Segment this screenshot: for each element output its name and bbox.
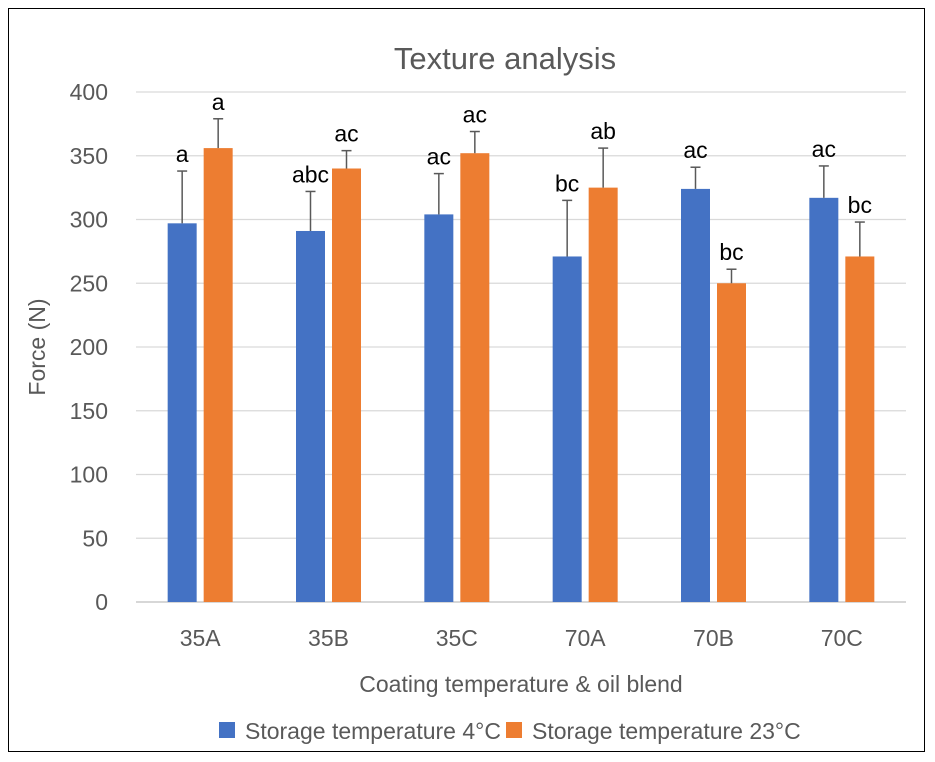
y-tick-label: 100: [70, 462, 108, 488]
x-axis-ticks: 35A 35B 35C 70A 70B 70C: [180, 625, 863, 651]
bar: [588, 187, 618, 602]
y-axis-title: Force (N): [24, 298, 50, 395]
data-label: ab: [590, 118, 616, 144]
bar: [460, 153, 490, 602]
bar: [717, 283, 746, 602]
legend: Storage temperature 4°C Storage temperatu…: [219, 718, 801, 744]
chart-title: Texture analysis: [394, 41, 616, 76]
legend-label: Storage temperature 23°C: [532, 718, 801, 744]
data-label: ac: [427, 144, 451, 170]
y-tick-label: 400: [70, 79, 108, 105]
data-label: bc: [555, 170, 579, 196]
data-label: abc: [292, 161, 329, 187]
error-bars: [177, 118, 865, 284]
y-axis-ticks: 0 50 100 150 200 250 300 350 400: [70, 79, 108, 615]
x-axis-title: Coating temperature & oil blend: [359, 671, 682, 697]
gridlines: [136, 91, 906, 603]
y-tick-label: 0: [95, 589, 108, 615]
data-label: a: [212, 89, 225, 115]
data-label: a: [176, 141, 189, 167]
bar: [681, 188, 710, 602]
bars: [167, 148, 875, 602]
bar: [203, 148, 233, 602]
bar: [809, 197, 839, 602]
y-tick-label: 300: [70, 207, 108, 233]
data-label: ac: [463, 102, 487, 128]
y-tick-label: 150: [70, 398, 108, 424]
legend-label: Storage temperature 4°C: [245, 718, 501, 744]
bar: [845, 256, 875, 602]
data-label: ac: [334, 121, 358, 147]
y-tick-label: 350: [70, 143, 108, 169]
x-tick-label: 70A: [565, 625, 607, 651]
x-tick-label: 35A: [180, 625, 222, 651]
data-label: ac: [812, 136, 836, 162]
data-label: bc: [848, 192, 872, 218]
x-tick-label: 70B: [693, 625, 734, 651]
bar: [552, 256, 582, 602]
x-tick-label: 70C: [821, 625, 863, 651]
bar: [296, 230, 325, 602]
x-tick-label: 35C: [436, 625, 478, 651]
bar: [424, 214, 454, 602]
bar: [332, 168, 361, 602]
legend-swatch: [219, 722, 235, 738]
y-tick-label: 200: [70, 334, 108, 360]
x-tick-label: 35B: [308, 625, 349, 651]
bar: [167, 223, 197, 602]
y-tick-label: 250: [70, 270, 108, 296]
y-tick-label: 50: [82, 525, 108, 551]
data-label: ac: [683, 137, 707, 163]
legend-swatch: [506, 722, 522, 738]
data-label: bc: [719, 239, 743, 265]
